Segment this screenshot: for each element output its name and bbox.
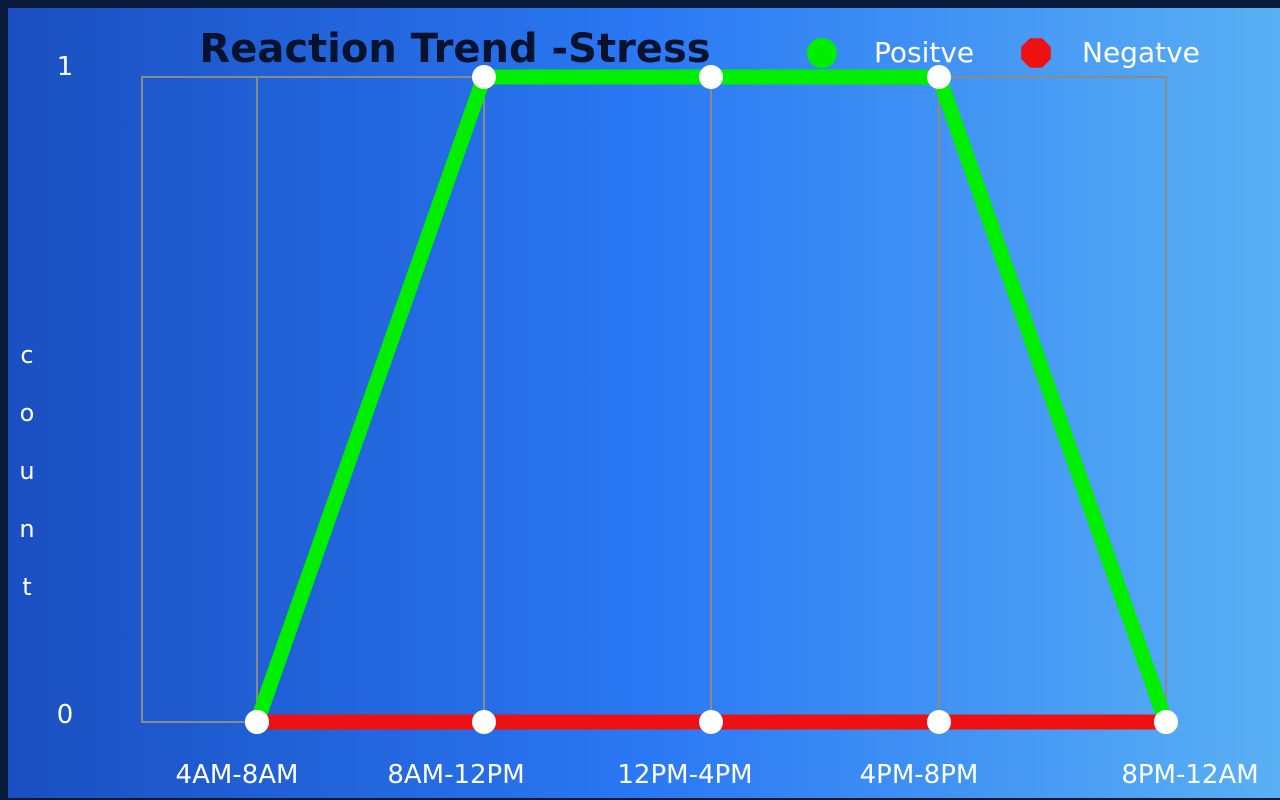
chart-background xyxy=(8,8,1280,798)
series-positve-segment xyxy=(249,69,492,730)
y-axis-label-letter: o xyxy=(20,399,35,427)
data-point-negatve xyxy=(245,710,269,734)
x-tick-label: 4PM-8PM xyxy=(860,760,979,790)
marker-layer xyxy=(245,65,1178,734)
y-axis-label-letter: u xyxy=(19,457,34,485)
legend-marker-negatve xyxy=(1021,38,1051,68)
legend-label-negatve: Negatve xyxy=(1082,36,1200,69)
y-axis-label-letter: n xyxy=(19,515,34,543)
data-point-negatve xyxy=(699,710,723,734)
legend-marker-positve xyxy=(807,38,837,68)
y-axis-label: c o u n t xyxy=(19,341,34,601)
data-point-positve xyxy=(927,65,951,89)
x-tick-label: 12PM-4PM xyxy=(617,760,752,790)
x-tick-label: 4AM-8AM xyxy=(176,760,299,790)
series-positve-segment xyxy=(931,69,1174,730)
data-point-negatve xyxy=(927,710,951,734)
data-point-positve xyxy=(472,65,496,89)
x-axis-ticks: 4AM-8AM 8AM-12PM 12PM-4PM 4PM-8PM 8PM-12AM xyxy=(176,760,1259,790)
y-tick-label: 1 xyxy=(57,52,74,82)
x-tick-label: 8PM-12AM xyxy=(1121,760,1258,790)
x-tick-label: 8AM-12PM xyxy=(387,760,524,790)
y-axis-label-letter: c xyxy=(20,341,33,369)
data-point-negatve xyxy=(1154,710,1178,734)
series-layer xyxy=(249,69,1174,730)
y-axis-ticks: 01 xyxy=(57,52,74,730)
y-tick-label: 0 xyxy=(57,700,74,730)
data-point-positve xyxy=(699,65,723,89)
y-axis-label-letter: t xyxy=(22,573,31,601)
legend: Positve Negatve xyxy=(807,36,1200,69)
data-point-negatve xyxy=(472,710,496,734)
chart-title: Reaction Trend -Stress xyxy=(199,26,710,72)
legend-label-positve: Positve xyxy=(874,36,974,69)
